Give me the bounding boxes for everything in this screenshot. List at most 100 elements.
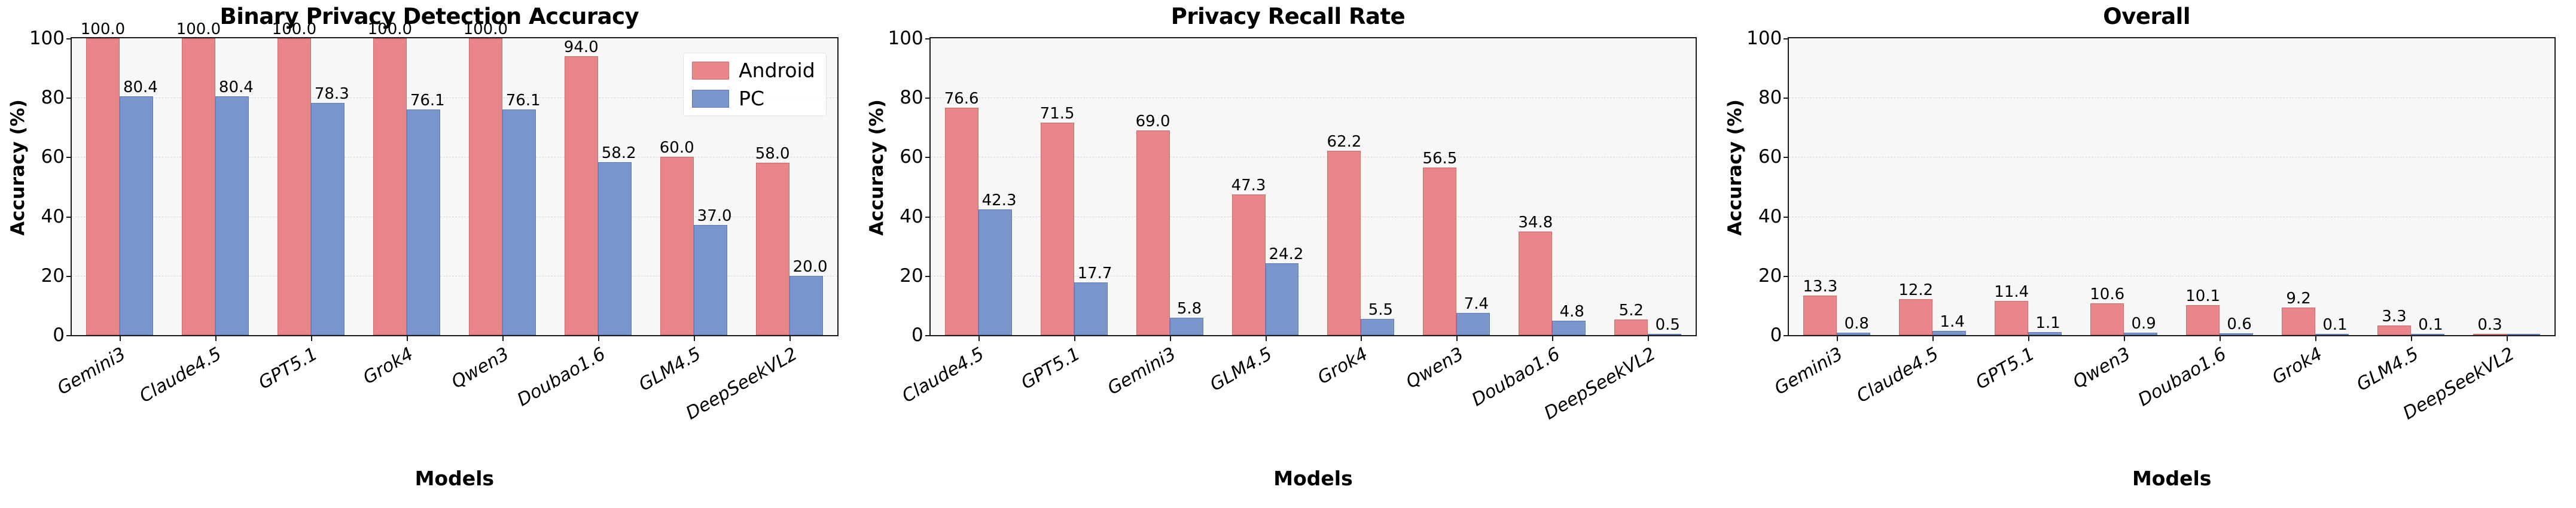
bar-android[interactable]: 11.4 [1994, 284, 2029, 335]
panel-title: Overall [2103, 4, 2191, 29]
bar-pc[interactable]: 0.1 [2411, 317, 2444, 335]
bar-android[interactable]: 5.2 [1614, 303, 1648, 335]
y-tick-mark [1784, 216, 1790, 218]
bar-android[interactable]: 56.5 [1422, 151, 1457, 335]
bar-pc[interactable]: 42.3 [978, 193, 1017, 335]
bar-android[interactable]: 10.1 [2185, 288, 2220, 335]
bar-pc[interactable]: 24.2 [1265, 247, 1303, 335]
bar-pc[interactable]: 5.5 [1361, 302, 1395, 335]
x-tick-mark [1169, 335, 1171, 341]
bar-value-label: 94.0 [563, 38, 599, 56]
legend-item-pc[interactable]: PC [692, 89, 815, 108]
bar-android[interactable]: 0.3 [2473, 317, 2507, 335]
bar-pc[interactable]: 0.5 [1648, 317, 1682, 335]
bar-pc[interactable]: 76.1 [406, 93, 445, 335]
bar-android[interactable]: 62.2 [1327, 134, 1361, 335]
x-axis-label: Models [414, 467, 495, 490]
x-tick-labels: Gemini3 Claude4.5 GPT5.1 Qwen3 Doubao1.6 Grok… [1771, 343, 2556, 445]
legend-label-android: Android [739, 59, 815, 82]
bar-android[interactable]: 47.3 [1231, 178, 1266, 335]
bar-group: 0.3 [2459, 38, 2554, 341]
bar-android[interactable]: 71.5 [1040, 106, 1075, 335]
bar-value-label: 0.3 [2477, 316, 2502, 334]
bar-value-label: 12.2 [1898, 281, 1934, 299]
bar-value-label: 100.0 [176, 20, 221, 38]
y-axis-label-text: Accuracy (%) [7, 99, 29, 236]
bar-group: 100.0 78.3 [263, 22, 359, 341]
bar-value-label: 1.4 [1940, 313, 1965, 331]
bar-group: 13.3 0.8 [1789, 38, 1885, 341]
y-axis-label-text: Accuracy (%) [865, 99, 888, 236]
bar-pc[interactable]: 80.4 [119, 80, 158, 335]
bar-android[interactable]: 60.0 [660, 140, 694, 335]
chart-panel: Privacy Recall Rate Accuracy (%) 0 20 40 60 80… [859, 0, 1718, 508]
x-tick-mark [119, 335, 121, 341]
x-tick-label: GPT5.1 [1972, 343, 2038, 394]
y-tick-label: 40 [1758, 205, 1782, 227]
bar-android[interactable]: 13.3 [1803, 279, 1837, 335]
bar-android[interactable]: 69.0 [1136, 114, 1170, 335]
bar-pc[interactable]: 58.2 [597, 145, 636, 335]
bar-group: 100.0 76.1 [455, 22, 550, 341]
bar-value-label: 58.2 [601, 144, 636, 163]
bar-value-label: 0.1 [2418, 316, 2443, 334]
legend-item-android[interactable]: Android [692, 60, 815, 80]
bar-pc[interactable]: 4.8 [1552, 304, 1586, 335]
bar-pc[interactable] [2506, 334, 2540, 335]
x-tick-mark [1074, 335, 1075, 341]
y-tick-label: 100 [888, 28, 923, 49]
bar-group: 94.0 58.2 [550, 38, 646, 341]
bar-android[interactable]: 34.8 [1518, 215, 1553, 335]
bar-android[interactable]: 100.0 [464, 22, 508, 335]
bar-android[interactable]: 100.0 [368, 22, 412, 335]
bar-pc[interactable]: 1.1 [2028, 315, 2062, 335]
bar-pc[interactable]: 78.3 [310, 86, 349, 335]
x-tick-label: GLM4.5 [1206, 343, 1276, 396]
bar-android[interactable]: 9.2 [2282, 291, 2316, 335]
bar-pc[interactable]: 17.7 [1074, 266, 1112, 335]
bar-value-label: 76.6 [944, 90, 979, 108]
bar-pc[interactable]: 0.8 [1837, 316, 1871, 335]
bar-pc[interactable]: 1.4 [1932, 314, 1967, 335]
bar-android[interactable]: 10.6 [2090, 287, 2124, 335]
bar-android[interactable]: 3.3 [2377, 309, 2412, 335]
bar-pc[interactable]: 80.4 [215, 80, 254, 335]
y-tick-label: 80 [900, 87, 923, 109]
bar-pc[interactable]: 20.0 [789, 259, 828, 335]
bar-android[interactable]: 12.2 [1898, 282, 1933, 335]
bar-value-label: 0.5 [1655, 315, 1680, 334]
bar-value-label: 62.2 [1327, 132, 1362, 151]
y-tick-mark [1784, 98, 1790, 99]
bar-group: 12.2 1.4 [1885, 38, 1980, 341]
bar-android[interactable]: 76.6 [944, 91, 979, 335]
bar-android[interactable]: 100.0 [176, 22, 221, 335]
bar-pc[interactable]: 7.4 [1456, 296, 1490, 335]
bar-android[interactable]: 100.0 [81, 22, 125, 335]
bar-pc[interactable]: 0.1 [2315, 317, 2349, 335]
bar-pc[interactable]: 0.9 [2124, 316, 2158, 335]
panel-title: Binary Privacy Detection Accuracy [220, 4, 639, 29]
bar-value-label: 56.5 [1422, 149, 1458, 168]
bar-pc[interactable]: 0.6 [2220, 317, 2254, 335]
y-tick-mark [1784, 38, 1790, 39]
bar-android[interactable]: 58.0 [755, 146, 790, 335]
bar-android[interactable]: 94.0 [564, 39, 599, 335]
bar-value-label: 0.1 [2322, 316, 2348, 334]
y-tick-mark [925, 98, 931, 99]
y-tick-mark [925, 275, 931, 277]
bar-value-label: 13.3 [1803, 278, 1838, 296]
legend-label-pc: PC [739, 87, 765, 110]
bar-pc[interactable]: 5.8 [1169, 301, 1203, 335]
y-tick-label: 40 [41, 205, 65, 227]
bar-pc[interactable]: 76.1 [502, 93, 541, 335]
bar-group: 56.5 7.4 [1409, 38, 1504, 341]
bars-container: 76.6 42.3 71.5 17.7 69.0 5.8 47.3 24.2 62.2 5.5 56… [931, 38, 1696, 341]
x-tick-label-cell: Doubao1.6 [513, 343, 646, 445]
bar-value-label: 0.6 [2227, 315, 2252, 334]
y-tick-label: 0 [53, 324, 65, 346]
y-tick-label: 20 [900, 264, 923, 287]
bar-android[interactable]: 100.0 [272, 22, 316, 335]
bar-pc[interactable]: 37.0 [693, 208, 732, 335]
x-tick-mark [597, 335, 599, 341]
bar-group: 100.0 80.4 [167, 22, 263, 341]
